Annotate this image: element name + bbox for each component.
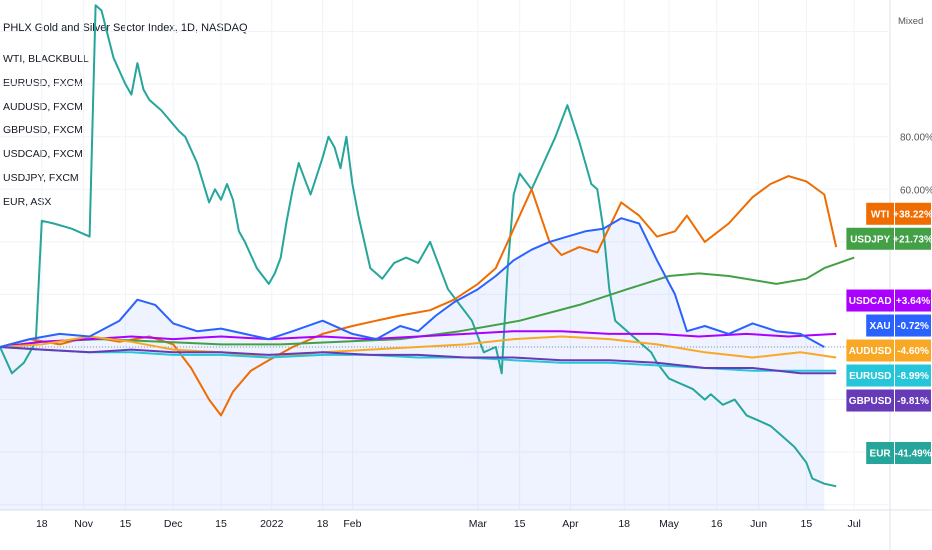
- badge-value-bg-usdjpy: [895, 227, 931, 250]
- badge-value-gbpusd: -9.81%: [897, 396, 929, 407]
- x-tick-label: Dec: [164, 518, 183, 530]
- x-tick-label: May: [659, 518, 680, 530]
- series-line-eur[interactable]: [0, 4, 837, 488]
- badge-label-bg-wti: [866, 202, 894, 225]
- x-tick-label: 2022: [260, 518, 284, 530]
- series-line-usdcad[interactable]: [0, 330, 837, 348]
- x-tick-label: 15: [514, 518, 526, 530]
- badge-value-usdjpy: +21.73%: [893, 234, 932, 245]
- badge-label-xau: XAU: [870, 321, 891, 332]
- badge-value-bg-wti: [895, 202, 931, 225]
- badge-label-bg-xau: [866, 314, 894, 337]
- badge-value-bg-gbpusd: [895, 389, 931, 412]
- x-tick-label: Jul: [847, 518, 860, 530]
- badge-value-xau: -0.72%: [897, 321, 929, 332]
- x-tick-label: 18: [317, 518, 329, 530]
- badge-value-bg-eurusd: [895, 364, 931, 387]
- series-line-wti[interactable]: [0, 175, 838, 417]
- series-line-audusd[interactable]: [0, 335, 837, 359]
- legend-item-eurusd[interactable]: EURUSD, FXCM: [3, 76, 83, 89]
- legend-item-gbpusd[interactable]: GBPUSD, FXCM: [3, 124, 83, 137]
- badge-value-usdcad: +3.64%: [896, 296, 930, 307]
- badge-value-bg-usdcad: [895, 289, 931, 312]
- scale-mode-label[interactable]: Mixed: [898, 16, 924, 27]
- badge-label-bg-eur: [866, 442, 894, 464]
- legend-item-usdcad[interactable]: USDCAD, FXCM: [3, 148, 83, 161]
- badge-value-bg-eur: [895, 442, 931, 464]
- series-line-usdjpy[interactable]: [0, 256, 855, 348]
- badge-label-usdcad: USDCAD: [849, 296, 892, 307]
- legend-item-eur[interactable]: EUR, ASX: [3, 195, 52, 208]
- series-line-xau[interactable]: [0, 217, 825, 348]
- y-tick-label: 80.00%: [900, 133, 932, 144]
- x-tick-label: 15: [215, 518, 227, 530]
- badge-value-bg-audusd: [895, 339, 931, 362]
- x-tick-label: Mar: [469, 518, 488, 530]
- badge-value-wti: +38.22%: [893, 209, 932, 220]
- x-tick-label: Jun: [750, 518, 767, 530]
- legend-item-wti[interactable]: WTI, BLACKBULL: [3, 53, 89, 65]
- x-tick-label: Apr: [562, 518, 579, 530]
- badge-label-bg-usdcad: [846, 289, 894, 312]
- badge-value-bg-xau: [895, 314, 931, 337]
- x-tick-label: 18: [36, 518, 48, 530]
- badge-label-gbpusd: GBPUSD: [849, 396, 892, 407]
- x-tick-label: 15: [801, 518, 813, 530]
- series-area-xau: [0, 218, 825, 511]
- y-tick-label: 60.00%: [900, 185, 932, 196]
- legend-item-usdjpy[interactable]: USDJPY, FXCM: [3, 171, 79, 184]
- badge-label-usdjpy: USDJPY: [850, 234, 890, 245]
- badge-label-bg-usdjpy: [846, 227, 894, 250]
- badge-value-audusd: -4.60%: [897, 346, 929, 357]
- badge-label-audusd: AUDUSD: [849, 346, 892, 357]
- badge-label-wti: WTI: [871, 209, 890, 220]
- series-line-gbpusd[interactable]: [0, 346, 837, 375]
- badge-label-bg-gbpusd: [846, 389, 894, 412]
- x-tick-label: Nov: [74, 518, 93, 530]
- badge-value-eurusd: -8.99%: [897, 371, 929, 382]
- x-tick-label: Feb: [343, 518, 361, 530]
- legend: WTI, BLACKBULL EURUSD, FXCM AUDUSD, FXCM…: [3, 52, 89, 219]
- x-tick-label: 18: [618, 518, 630, 530]
- legend-item-audusd[interactable]: AUDUSD, FXCM: [3, 100, 83, 113]
- x-tick-label: 15: [120, 518, 132, 530]
- badge-label-eur: EUR: [870, 449, 892, 460]
- badge-label-bg-eurusd: [846, 364, 894, 387]
- badge-label-bg-audusd: [846, 339, 894, 362]
- x-tick-label: 16: [711, 518, 723, 530]
- badge-label-eurusd: EURUSD: [849, 371, 891, 382]
- badge-value-eur: -41.49%: [894, 449, 931, 460]
